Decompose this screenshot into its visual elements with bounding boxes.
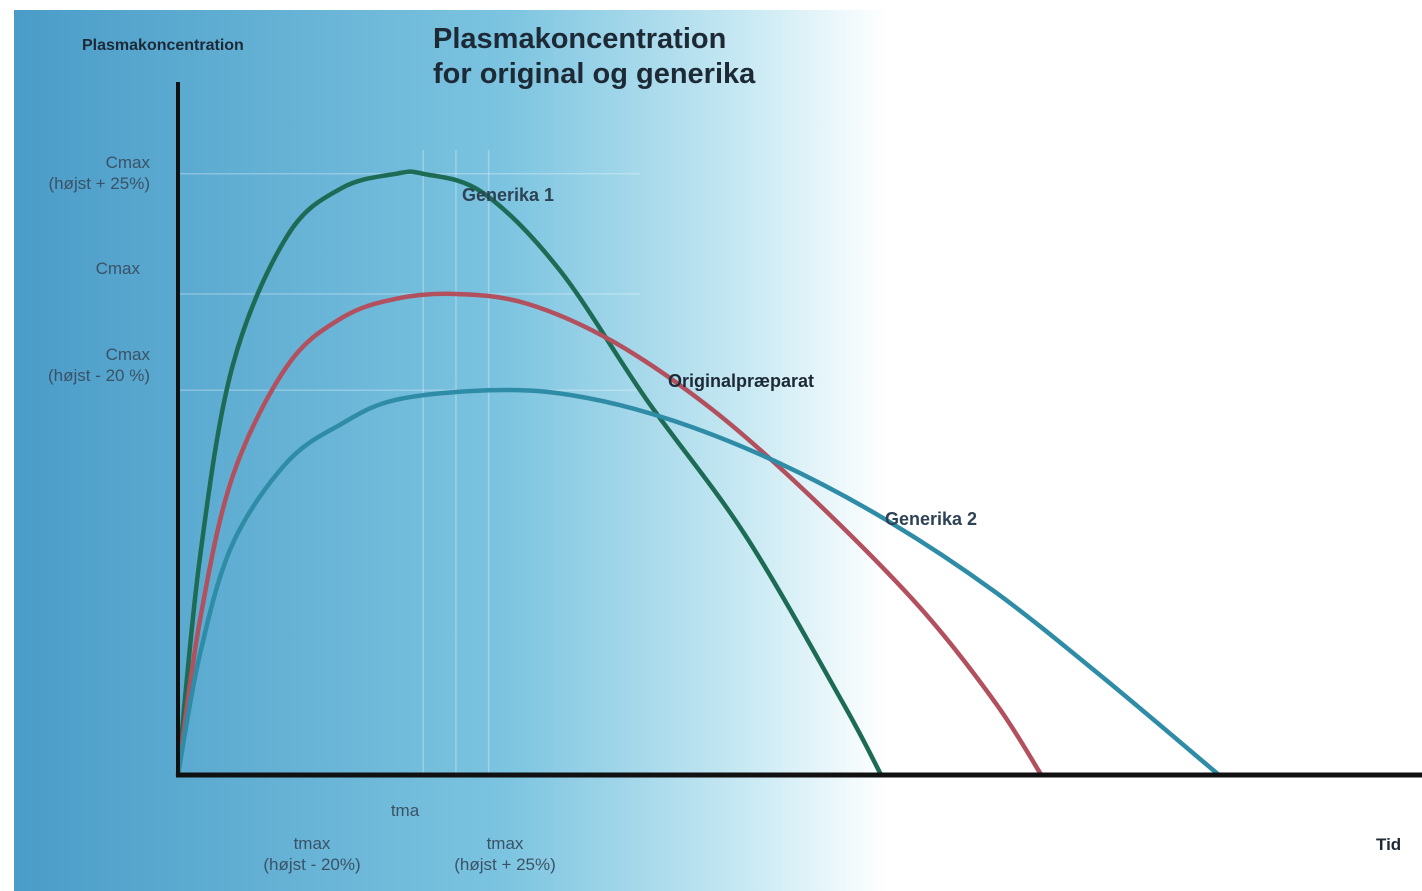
chart-title: Plasmakoncentration for original og gene… <box>433 23 756 91</box>
series-line-originalpraeparat <box>175 291 1044 778</box>
y-tick-label-cmax-minus-20: Cmax (højst - 20 %) <box>47 345 150 386</box>
y-axis-label: Plasmakoncentration <box>82 37 244 54</box>
series-line-generika-1 <box>175 169 884 778</box>
x-tick-label-tmax: tma <box>390 801 420 820</box>
series-label-originalpraeparat: Originalpræparat <box>668 371 815 391</box>
x-axis-label: Tid <box>1376 835 1402 854</box>
series-label-generika-2: Generika 2 <box>885 509 978 529</box>
y-tick-label-cmax-plus-25: Cmax (højst + 25%) <box>48 153 150 194</box>
series-line-generika-2 <box>175 387 1222 778</box>
y-tick-label-cmax: Cmax <box>95 259 140 278</box>
x-tick-label-tmax-plus-25: tmax (højst + 25%) <box>454 834 556 875</box>
x-tick-label-tmax-minus-20: tmax (højst - 20%) <box>263 834 361 875</box>
series-label-generika-1: Generika 1 <box>462 185 555 205</box>
chart-background <box>14 10 1422 891</box>
